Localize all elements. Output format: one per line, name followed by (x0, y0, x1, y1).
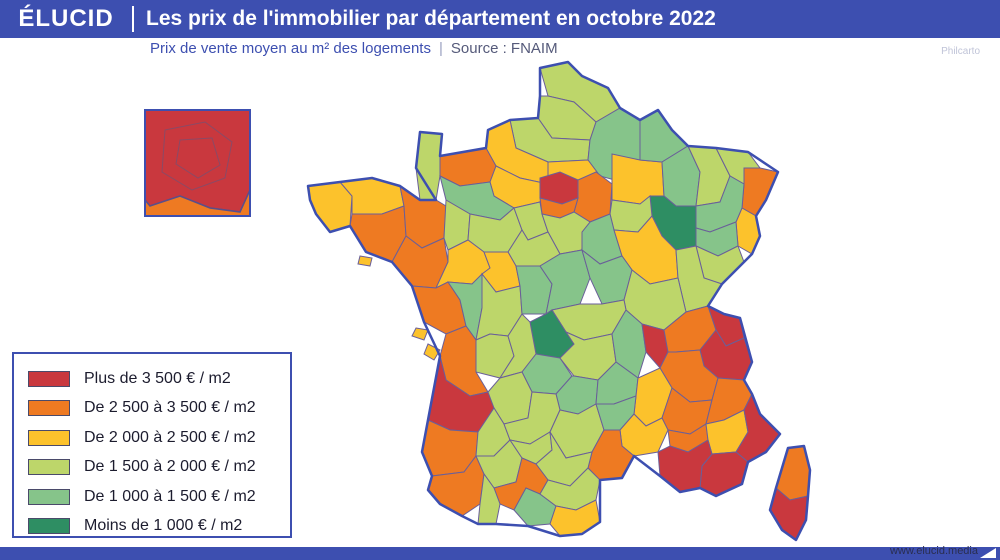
legend-item: Moins de 1 000 € / m2 (28, 512, 290, 542)
region-paris-inset (144, 109, 251, 213)
header-bar: ÉLUCID Les prix de l'immobilier par dépa… (0, 0, 1000, 38)
corsica-coastline (768, 444, 812, 542)
mainland-departements (307, 61, 811, 541)
legend-item: De 2 000 à 2 500 € / m2 (28, 423, 290, 453)
subtitle-separator: | (438, 40, 443, 57)
footer-bar (0, 547, 1000, 560)
legend-label: De 1 000 à 1 500 € / m2 (84, 487, 256, 505)
paris-arrondissements-outline (161, 121, 233, 191)
legend-swatch (28, 488, 70, 505)
paris-inset-frame (144, 109, 251, 217)
legend-label: De 2 000 à 2 500 € / m2 (84, 428, 256, 446)
region-seine-et-marne (573, 171, 613, 223)
map-title: Les prix de l'immobilier par département… (146, 7, 716, 30)
footer-logo-mark (980, 548, 996, 558)
map-subtitle: Prix de vente moyen au m² des logements |… (150, 40, 558, 57)
legend-swatch (28, 370, 70, 387)
legend-label: Plus de 3 500 € / m2 (84, 369, 231, 387)
legend-swatch (28, 400, 70, 417)
footer-brand-text: www.elucid.media (889, 545, 978, 557)
region-finistere (307, 181, 353, 233)
legend-swatch (28, 429, 70, 446)
france-coastline (306, 60, 782, 538)
legend-swatch (28, 518, 70, 535)
legend-swatch (28, 459, 70, 476)
legend-item: Plus de 3 500 € / m2 (28, 364, 290, 394)
header-divider (132, 6, 134, 32)
map-legend: Plus de 3 500 € / m2 De 2 500 à 3 500 € … (12, 352, 292, 538)
legend-label: Moins de 1 000 € / m2 (84, 517, 243, 535)
elucid-logo: ÉLUCID (18, 5, 114, 32)
paris-inner-outline (175, 137, 221, 179)
legend-item: De 1 500 à 2 000 € / m2 (28, 453, 290, 483)
legend-label: De 1 500 à 2 000 € / m2 (84, 458, 256, 476)
subtitle-text: Prix de vente moyen au m² des logements (150, 40, 431, 57)
legend-label: De 2 500 à 3 500 € / m2 (84, 399, 256, 417)
legend-item: De 1 000 à 1 500 € / m2 (28, 482, 290, 512)
source-text: Source : FNAIM (450, 40, 558, 57)
paris-inset-group (144, 109, 251, 217)
credit-text: Philcarto (941, 46, 980, 57)
legend-item: De 2 500 à 3 500 € / m2 (28, 394, 290, 424)
